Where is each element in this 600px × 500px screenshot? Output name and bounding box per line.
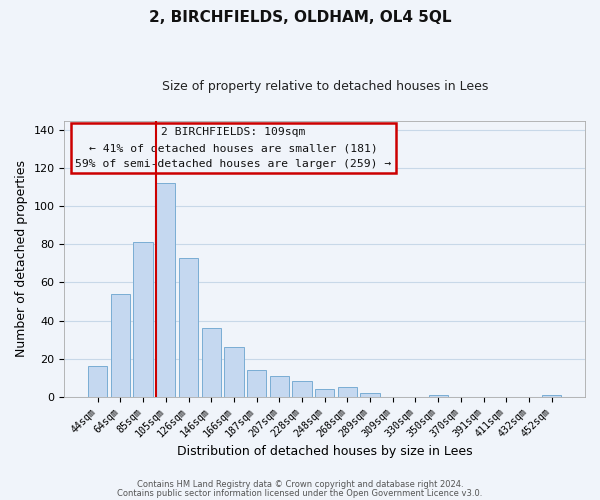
Bar [224, 347, 244, 397]
Bar [133, 242, 153, 396]
Bar [88, 366, 107, 396]
Bar [361, 393, 380, 396]
Text: Contains public sector information licensed under the Open Government Licence v3: Contains public sector information licen… [118, 490, 482, 498]
Bar [315, 389, 334, 396]
Text: 2 BIRCHFIELDS: 109sqm
← 41% of detached houses are smaller (181)
59% of semi-det: 2 BIRCHFIELDS: 109sqm ← 41% of detached … [76, 128, 392, 168]
Bar [179, 258, 198, 396]
Text: 2, BIRCHFIELDS, OLDHAM, OL4 5QL: 2, BIRCHFIELDS, OLDHAM, OL4 5QL [149, 10, 451, 25]
Bar [156, 184, 175, 396]
Bar [202, 328, 221, 396]
Bar [292, 382, 311, 396]
Bar [111, 294, 130, 396]
Text: Contains HM Land Registry data © Crown copyright and database right 2024.: Contains HM Land Registry data © Crown c… [137, 480, 463, 489]
Title: Size of property relative to detached houses in Lees: Size of property relative to detached ho… [161, 80, 488, 93]
Bar [428, 395, 448, 396]
Bar [542, 395, 562, 396]
Bar [338, 387, 357, 396]
Bar [269, 376, 289, 396]
X-axis label: Distribution of detached houses by size in Lees: Distribution of detached houses by size … [177, 444, 473, 458]
Bar [247, 370, 266, 396]
Y-axis label: Number of detached properties: Number of detached properties [15, 160, 28, 357]
